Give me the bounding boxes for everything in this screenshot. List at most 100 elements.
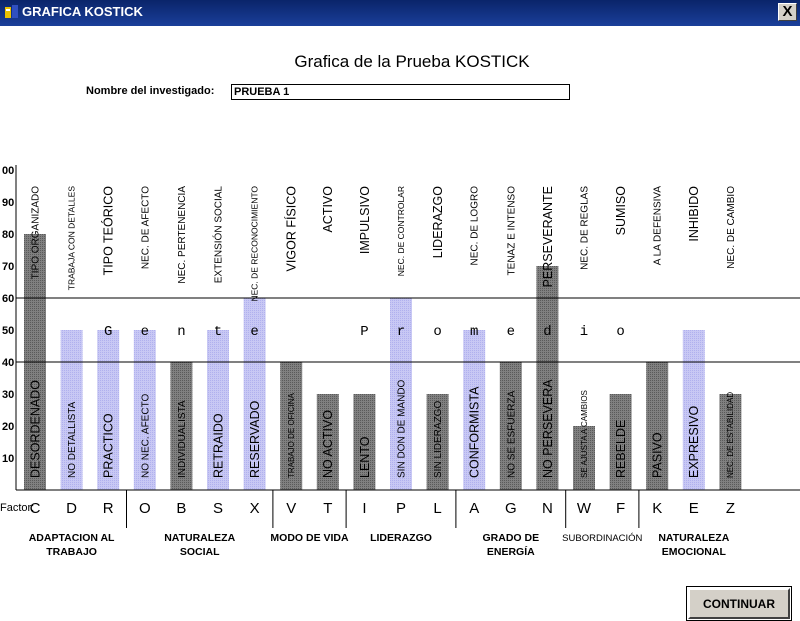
bar-label-c: DESORDENADO: [28, 380, 42, 478]
band-letter: o: [616, 324, 624, 340]
top-label-e: INHIBIDO: [687, 186, 701, 242]
band-letter: i: [580, 324, 588, 340]
band-letter: d: [543, 324, 551, 340]
bar-label-b: INDIVIDUALISTA: [177, 400, 188, 478]
bar-r: [97, 330, 120, 490]
y-tick-label: 90: [2, 197, 14, 209]
factor-letter-x: X: [250, 500, 260, 517]
factor-letter-z: Z: [726, 500, 735, 517]
bar-b: [170, 362, 193, 490]
content-area: Grafica de la Prueba KOSTICK 10 20 30 40 50 6…: [0, 26, 800, 621]
bar-label-d: NO DETALLISTA: [67, 401, 78, 478]
group-label: MODO DE VIDA: [270, 532, 349, 544]
band-letter: P: [360, 324, 368, 340]
top-label-d: TRABAJA CON DETALLES: [67, 186, 77, 291]
bar-z: [719, 394, 742, 490]
bar-d: [60, 330, 83, 490]
bar-label-f: REBELDE: [614, 420, 628, 478]
factor-letter-i: I: [362, 500, 366, 517]
factor-letter-o: O: [139, 500, 151, 517]
factor-letter-w: W: [577, 500, 592, 517]
factor-label: Factor:: [0, 502, 34, 514]
y-tick-label: 80: [2, 229, 14, 241]
factor-letter-k: K: [652, 500, 662, 517]
bar-label-i: LENTO: [358, 436, 372, 478]
y-tick-label: 60: [2, 293, 14, 305]
bar-g: [499, 362, 522, 490]
y-tick-label: 30: [2, 389, 14, 401]
bar-s: [207, 330, 229, 490]
group-label: NATURALEZA SOCIAL: [164, 532, 235, 558]
factor-letter-r: R: [103, 500, 114, 517]
band-letter: e: [141, 324, 149, 340]
continue-button[interactable]: CONTINUAR: [686, 586, 792, 621]
bar-l: [426, 394, 449, 490]
band-letter: o: [433, 324, 441, 340]
bar-k: [646, 362, 669, 490]
band-letter: t: [214, 324, 222, 340]
group-label: SUBORDINACIÓN: [562, 533, 642, 544]
top-label-p: NEC. DE CONTROLAR: [396, 186, 406, 276]
bar-w: [573, 426, 595, 490]
bar-label-k: PASIVO: [651, 432, 665, 478]
top-label-n: PERSEVERANTE: [541, 186, 555, 287]
top-label-i: IMPULSIVO: [358, 186, 372, 254]
group-label: LIDERAZGO: [370, 532, 432, 544]
top-label-o: NEC. DE AFECTO: [140, 186, 151, 269]
band-letter: e: [250, 324, 258, 340]
top-label-x: NEC. DE RECONOCIMIENTO: [250, 186, 260, 302]
factor-letter-d: D: [66, 500, 77, 517]
bar-label-e: EXPRESIVO: [687, 405, 701, 478]
top-label-g: TENAZ E INTENSO: [506, 186, 517, 276]
bar-p: [390, 298, 412, 490]
bar-t: [316, 394, 339, 490]
top-label-s: EXTENSIÓN SOCIAL: [212, 186, 225, 284]
close-button[interactable]: X: [778, 3, 797, 21]
bar-label-a: CONFORMISTA: [468, 386, 482, 478]
factor-letter-p: P: [396, 500, 406, 517]
bar-i: [353, 394, 376, 490]
factor-letter-s: S: [213, 500, 223, 517]
top-label-k: A LA DEFENSIVA: [653, 186, 664, 266]
factor-letter-l: L: [433, 500, 441, 517]
bar-label-g: NO SE ESFUERZA: [506, 390, 517, 478]
investigated-name-field[interactable]: PRUEBA 1: [231, 84, 570, 100]
bar-a: [463, 330, 486, 490]
top-label-z: NEC. DE CAMBIO: [726, 186, 737, 269]
group-label: NATURALEZA EMOCIONAL: [658, 532, 729, 558]
bar-label-t: NO ACTIVO: [321, 410, 335, 478]
top-label-v: VIGOR FÍSICO: [284, 186, 299, 272]
bar-label-o: NO NEC. AFECTO: [140, 394, 151, 478]
band-letter: e: [507, 324, 515, 340]
y-tick-label: 10: [2, 453, 14, 465]
bar-label-r: PRACTICO: [102, 413, 116, 478]
group-label: ADAPTACION AL TRABAJO: [29, 532, 115, 558]
top-label-r: TIPO TEÓRICO: [101, 186, 116, 276]
band-letter: r: [397, 324, 405, 340]
band-letter: n: [177, 324, 185, 340]
window-title: GRAFICA KOSTICK: [22, 4, 143, 19]
bar-label-l: SIN LIDERAZGO: [433, 401, 444, 478]
top-label-w: NEC. DE REGLAS: [580, 186, 591, 270]
close-icon: X: [782, 3, 793, 20]
top-label-l: LIDERAZGO: [431, 186, 445, 259]
factor-letter-e: E: [689, 500, 699, 517]
bar-label-n: NO PERSEVERA: [541, 379, 555, 478]
factor-letter-g: G: [505, 500, 517, 517]
factor-letter-n: N: [542, 500, 553, 517]
group-label: GRADO DE ENERGÍA: [483, 532, 540, 558]
band-letter: G: [104, 324, 112, 340]
bar-v: [280, 362, 303, 490]
bar-label-z: NEC. DE ESTABILIDAD: [726, 392, 735, 478]
top-label-a: NEC. DE LOGRO: [470, 186, 481, 266]
page-heading: Grafica de la Prueba KOSTICK: [294, 52, 530, 71]
top-label-c: TIPO ORGANIZADO: [31, 186, 42, 280]
factor-letter-v: V: [286, 500, 296, 517]
factor-letter-c: C: [30, 500, 41, 517]
title-bar: GRAFICA KOSTICK X: [0, 0, 800, 26]
bar-label-w: SE AJUSTA A CAMBIOS: [580, 390, 589, 478]
top-label-f: SUMISO: [614, 186, 628, 236]
bar-f: [609, 394, 632, 490]
factor-letter-a: A: [469, 500, 479, 517]
factor-letter-b: B: [176, 500, 186, 517]
